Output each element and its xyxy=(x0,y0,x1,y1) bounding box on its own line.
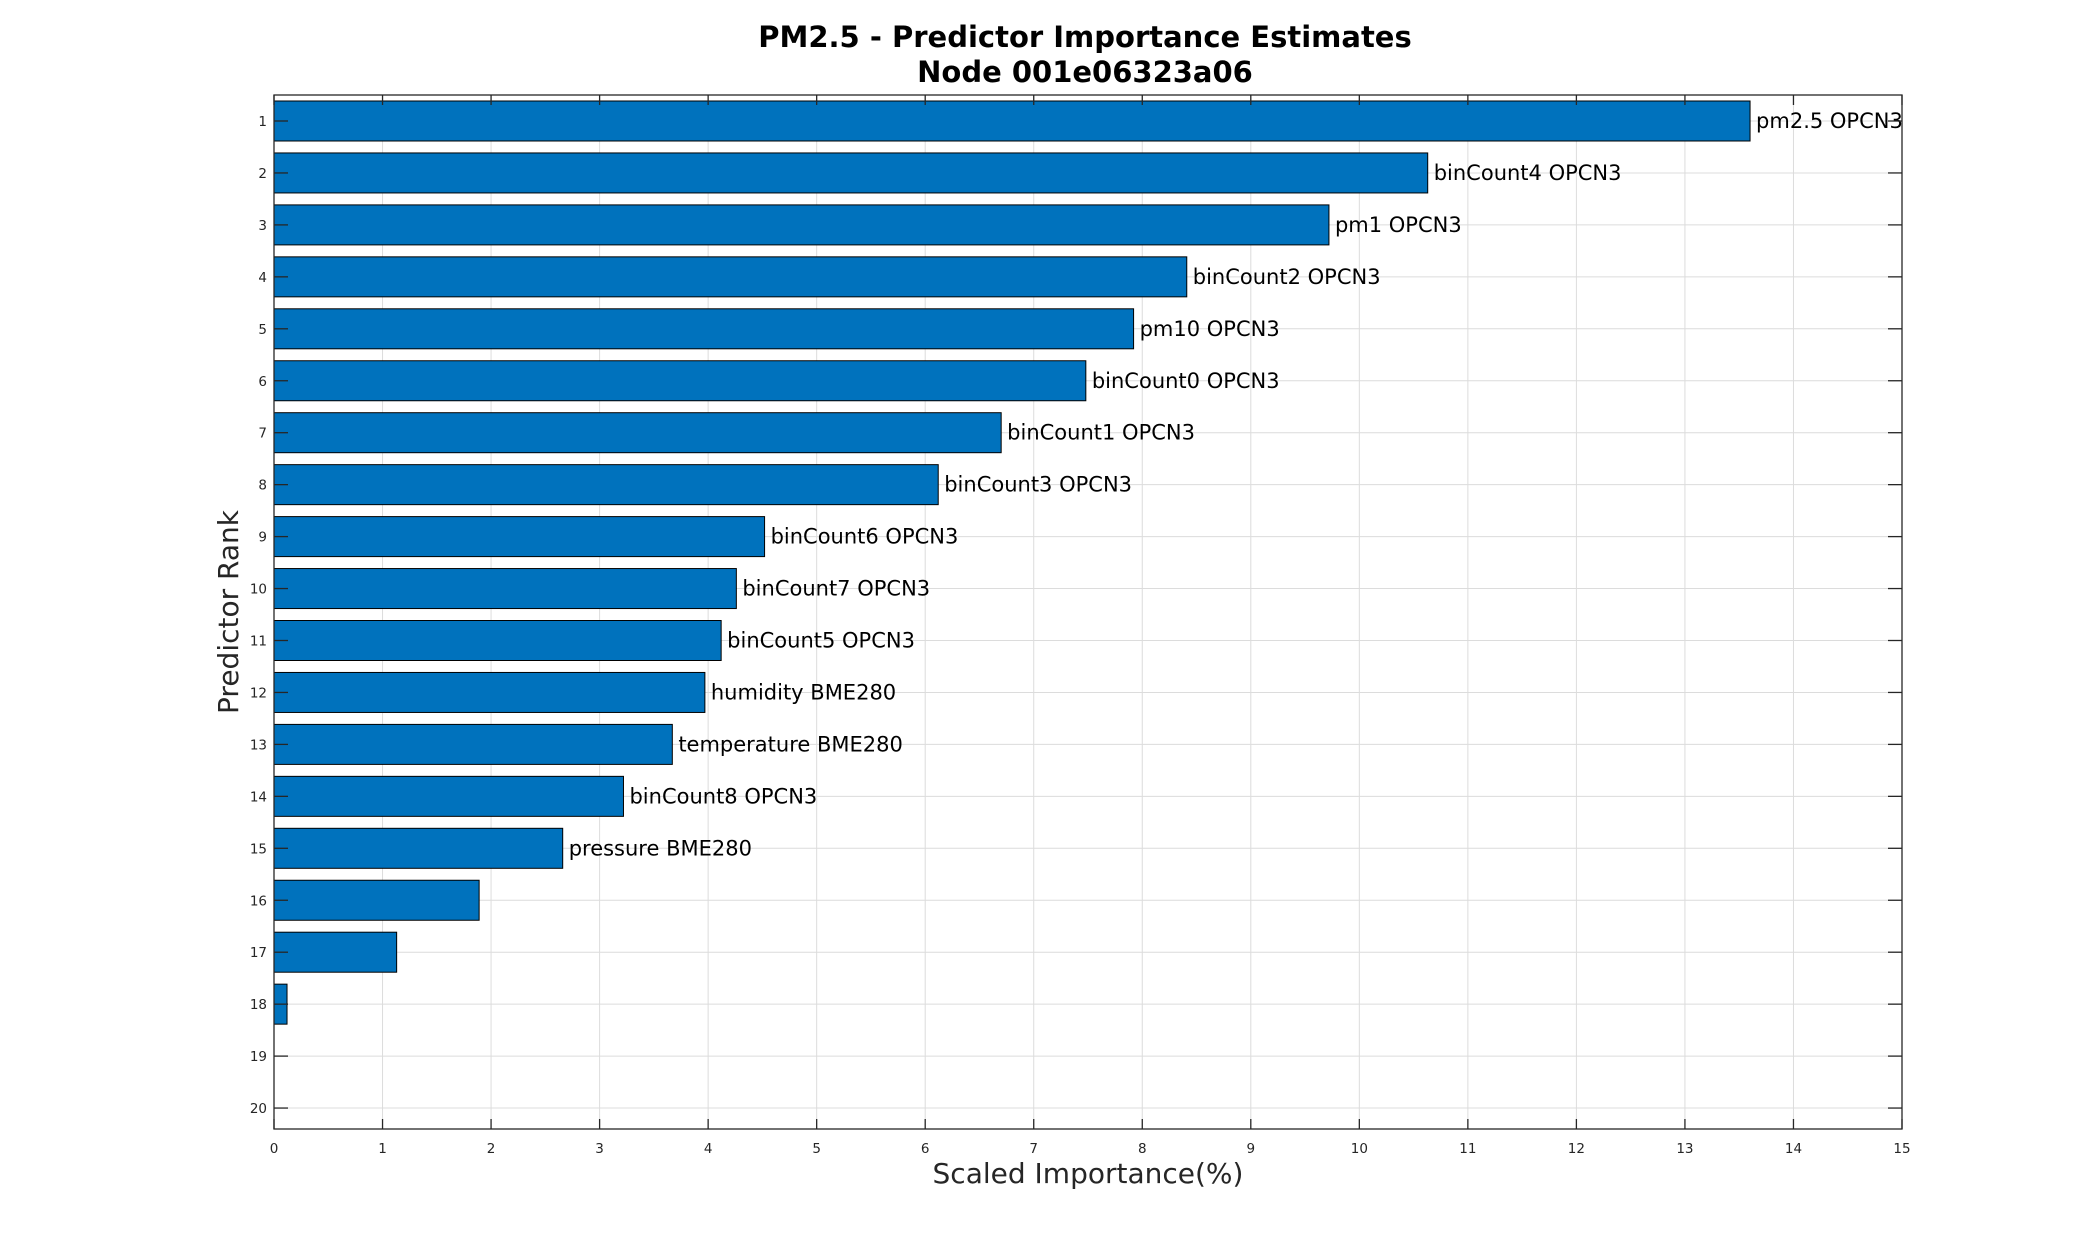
y-tick-label: 10 xyxy=(250,582,267,598)
y-tick-label: 9 xyxy=(258,530,267,546)
x-tick-label: 14 xyxy=(1785,1141,1802,1157)
bar-rank-15 xyxy=(273,827,564,869)
bar-rank-6 xyxy=(273,360,1087,402)
bar-rank-14 xyxy=(273,775,624,817)
bar-rank-3 xyxy=(273,204,1330,246)
bar-rank-11 xyxy=(273,620,722,661)
y-tick-label: 6 xyxy=(258,374,267,390)
y-tick-label: 15 xyxy=(250,841,267,857)
x-tick-label: 9 xyxy=(1247,1141,1256,1157)
x-tick-label: 15 xyxy=(1893,1141,1910,1157)
x-tick-label: 1 xyxy=(378,1141,387,1157)
x-tick-label: 10 xyxy=(1351,1141,1368,1157)
grid xyxy=(273,95,1903,1129)
chart-title-line-1: PM2.5 - Predictor Importance Estimates xyxy=(758,20,1412,54)
y-tick-label: 17 xyxy=(250,945,267,961)
bar-label-rank-9: binCount6 OPCN3 xyxy=(771,525,959,549)
x-tick-label: 7 xyxy=(1029,1141,1038,1157)
y-tick-label: 16 xyxy=(250,893,267,909)
x-tick-label: 13 xyxy=(1676,1141,1693,1157)
x-tick-label: 4 xyxy=(704,1141,713,1157)
y-tick-label: 3 xyxy=(258,218,267,234)
bar-rank-10 xyxy=(273,568,737,610)
bar-label-rank-13: temperature BME280 xyxy=(678,732,903,756)
y-axis-label: Predictor Rank xyxy=(212,509,245,714)
chart-title-line-2: Node 001e06323a06 xyxy=(917,55,1253,89)
y-tick-label: 18 xyxy=(250,997,267,1013)
bar-label-rank-3: pm1 OPCN3 xyxy=(1335,213,1462,237)
bar-label-rank-15: pressure BME280 xyxy=(569,836,752,860)
axis-ticks: 0 1 2 3 4 5 6 7 8 9 10 11 12 13 14 15123456789101112131… xyxy=(250,95,1911,1157)
bar-rank-17 xyxy=(273,931,398,973)
y-tick-label: 5 xyxy=(258,322,267,338)
bar-rank-1 xyxy=(273,100,1751,142)
bar-label-rank-2: binCount4 OPCN3 xyxy=(1434,161,1622,185)
bar-rank-2 xyxy=(273,152,1429,194)
bar-label-rank-6: binCount0 OPCN3 xyxy=(1092,369,1280,393)
y-tick-label: 2 xyxy=(258,166,267,182)
bar-rank-5 xyxy=(273,308,1135,350)
bar-rank-13 xyxy=(273,723,673,765)
bar-rank-7 xyxy=(273,412,1002,454)
x-tick-label: 11 xyxy=(1459,1141,1476,1157)
bar-rank-12 xyxy=(273,671,706,713)
bar-label-rank-5: pm10 OPCN3 xyxy=(1140,317,1280,341)
bar-rank-8 xyxy=(273,464,939,506)
bar-label-rank-10: binCount7 OPCN3 xyxy=(742,577,930,601)
y-tick-label: 8 xyxy=(258,478,267,494)
y-tick-label: 7 xyxy=(258,426,267,442)
plot-frame xyxy=(273,94,1903,1130)
bar-label-rank-8: binCount3 OPCN3 xyxy=(944,473,1132,497)
x-tick-label: 3 xyxy=(595,1141,604,1157)
bars: pm2.5 OPCN3 binCount4 OPCN3 pm1 OPCN3 binCo… xyxy=(273,100,1903,1025)
y-tick-label: 19 xyxy=(250,1049,267,1065)
x-tick-label: 12 xyxy=(1568,1141,1585,1157)
bar-rank-4 xyxy=(273,256,1188,298)
bar-label-rank-12: humidity BME280 xyxy=(711,680,896,704)
y-tick-label: 4 xyxy=(258,270,267,286)
x-tick-label: 8 xyxy=(1138,1141,1147,1157)
y-tick-label: 12 xyxy=(250,685,267,701)
bar-label-rank-7: binCount1 OPCN3 xyxy=(1007,421,1195,445)
bar-label-rank-11: binCount5 OPCN3 xyxy=(727,629,915,653)
bar-label-rank-1: pm2.5 OPCN3 xyxy=(1756,109,1903,133)
x-tick-label: 6 xyxy=(921,1141,930,1157)
bar-rank-16 xyxy=(273,879,480,921)
bar-label-rank-4: binCount2 OPCN3 xyxy=(1193,265,1381,289)
bar-rank-9 xyxy=(273,516,766,558)
y-tick-label: 13 xyxy=(250,737,267,753)
bar-label-rank-14: binCount8 OPCN3 xyxy=(629,784,817,808)
x-tick-label: 5 xyxy=(812,1141,821,1157)
x-axis-label: Scaled Importance(%) xyxy=(933,1157,1244,1190)
x-tick-label: 2 xyxy=(487,1141,496,1157)
x-tick-label: 0 xyxy=(270,1141,279,1157)
y-tick-label: 11 xyxy=(250,634,267,650)
y-tick-label: 20 xyxy=(250,1101,267,1117)
y-tick-label: 1 xyxy=(258,114,267,130)
y-tick-label: 14 xyxy=(250,789,267,805)
